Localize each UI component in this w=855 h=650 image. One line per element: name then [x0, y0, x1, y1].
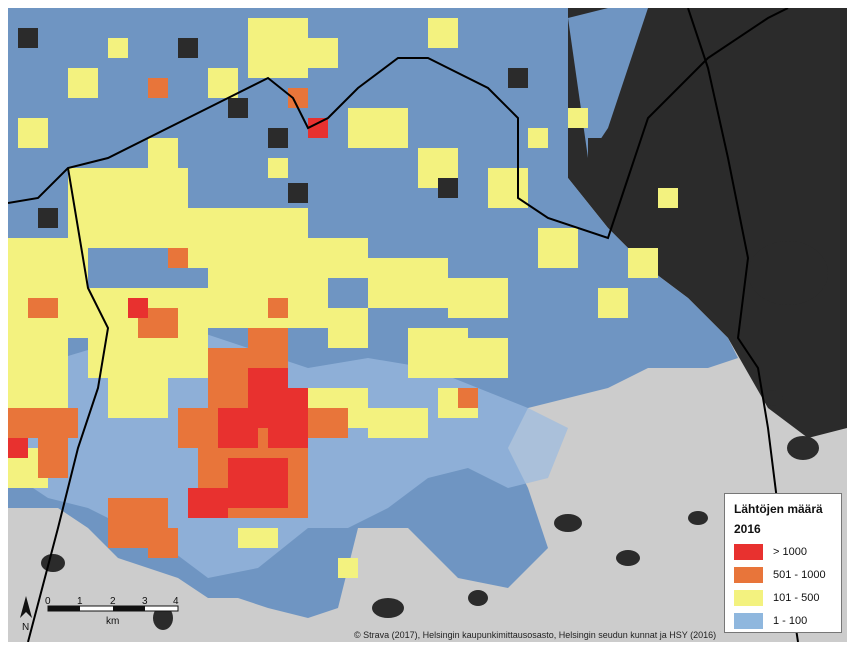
scale-unit: km	[106, 616, 119, 627]
dark-land	[41, 8, 847, 630]
scale-tick-3: 3	[142, 596, 148, 607]
legend-swatch	[734, 613, 763, 629]
legend-item-501-1000: 501 - 1000	[734, 567, 826, 583]
cells-101-500	[8, 18, 678, 578]
legend-item-over-1000: > 1000	[734, 544, 807, 560]
dark-cells	[18, 28, 608, 228]
scale-tick-0: 0	[45, 596, 51, 607]
legend-item-1-100: 1 - 100	[734, 613, 807, 629]
legend-label: > 1000	[773, 546, 807, 558]
scale-tick-2: 2	[110, 596, 116, 607]
legend-label: 501 - 1000	[773, 569, 826, 581]
legend-label: 101 - 500	[773, 592, 820, 604]
legend-title: Lähtöjen määrä	[734, 502, 823, 516]
map-legend: Lähtöjen määrä 2016 > 1000 501 - 1000 10…	[724, 493, 842, 633]
north-label: N	[22, 622, 29, 633]
legend-label: 1 - 100	[773, 615, 808, 627]
scale-ticks: 0 1 2 3 4	[45, 596, 179, 607]
municipal-boundaries	[8, 8, 799, 642]
map-credit: © Strava (2017), Helsingin kaupunkimitta…	[354, 630, 717, 640]
north-arrow: N	[20, 596, 32, 633]
scale-ruler	[47, 605, 179, 612]
cells-over-1000	[8, 118, 328, 518]
scale-tick-1: 1	[77, 596, 83, 607]
scale-tick-4: 4	[173, 596, 179, 607]
scale-bar: N 0 1 2 3 4 km	[20, 596, 179, 633]
heatmap-map	[8, 8, 847, 642]
legend-item-101-500: 101 - 500	[734, 590, 819, 606]
legend-swatch	[734, 590, 763, 606]
legend-swatch	[734, 544, 763, 560]
legend-year: 2016	[734, 522, 761, 536]
legend-swatch	[734, 567, 763, 583]
